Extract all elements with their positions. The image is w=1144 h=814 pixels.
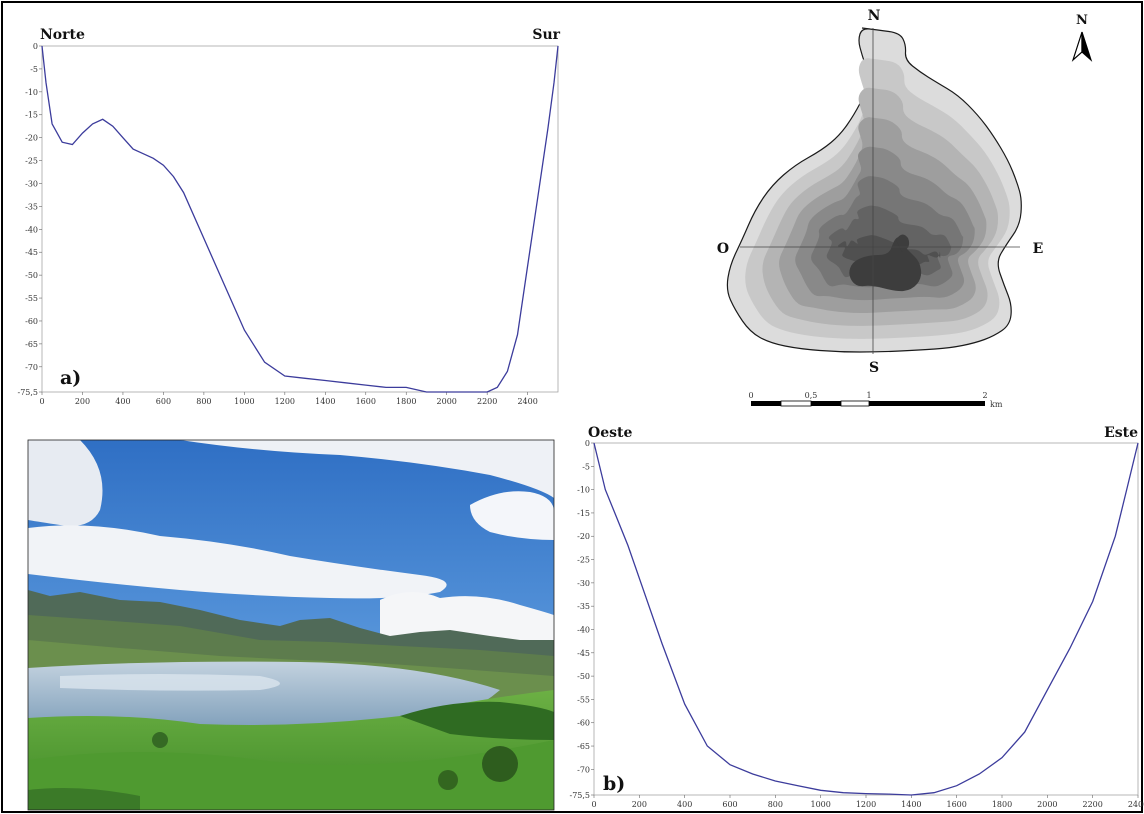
y-tick-label: -40 [577,625,590,634]
x-tick-label: 1400 [315,397,335,406]
y-tick-label: -65 [25,340,38,349]
y-tick-label: -15 [25,111,38,120]
y-tick-label: -60 [577,719,590,728]
panel-b-chart: 0 -5 -10 -15 -20 -25 -30 -35 -40 -45 -50 -55 -60 -65 -… [569,425,1144,809]
x-tick-label: 1400 [901,800,921,809]
y-tick-label: -20 [25,134,38,143]
y-tick-label: -75,5 [17,388,38,397]
scale-label-0-5: 0,5 [805,391,818,400]
panel-b-direction-end: Este [1104,425,1138,441]
lake-landscape-photo [28,440,554,810]
y-tick-label: -20 [577,532,590,541]
x-tick-label: 1200 [856,800,876,809]
panel-b-x-ticks: 0 200 400 600 800 1000 1200 1400 1600 1800 2000 220… [591,795,1144,809]
panel-b-direction-start: Oeste [588,425,632,441]
y-tick-label: -10 [25,88,38,97]
y-tick-label: 0 [585,439,590,448]
y-tick-label: -70 [25,363,38,372]
panel-b-depth-profile-line [593,442,1139,796]
y-tick-label: -10 [577,486,590,495]
x-tick-label: 2200 [477,397,497,406]
panel-a-chart: 0 -5 -10 -15 -20 -25 -30 -35 -40 -45 -50 -55 -60 -65 -… [17,27,560,406]
y-tick-label: -25 [25,157,38,166]
map-north-label: N [868,8,881,24]
panel-a-direction-end: Sur [532,27,560,43]
x-tick-label: 400 [115,397,130,406]
x-tick-label: 2000 [1037,800,1057,809]
x-tick-label: 1000 [810,800,830,809]
bathymetry-contours [726,27,1022,353]
x-tick-label: 0 [591,800,596,809]
deep-spot [896,234,910,252]
map-south-label: S [869,360,879,376]
y-tick-label: -50 [577,672,590,681]
y-tick-label: -75,5 [569,791,590,800]
y-tick-label: -65 [577,742,590,751]
x-tick-label: 800 [768,800,783,809]
x-tick-label: 1800 [396,397,416,406]
y-tick-label: -5 [582,462,590,471]
north-arrow-icon: N [1071,13,1093,62]
y-tick-label: -55 [577,695,590,704]
x-tick-label: 600 [156,397,171,406]
north-arrow-label: N [1076,13,1088,28]
x-tick-label: 0 [39,397,44,406]
y-tick-label: -15 [577,509,590,518]
panel-a-y-ticks: 0 -5 -10 -15 -20 -25 -30 -35 -40 -45 -50 -55 -60 -65 -… [17,42,42,397]
panel-b-label: b) [603,773,625,795]
y-tick-label: -30 [25,179,38,188]
y-tick-label: -70 [577,765,590,774]
panel-b-y-ticks: 0 -5 -10 -15 -20 -25 -30 -35 -40 -45 -50 -55 -60 -65 -… [569,439,594,800]
x-tick-label: 2400 [517,397,537,406]
x-tick-label: 1000 [234,397,254,406]
panel-a-plot-area [41,45,559,393]
x-tick-label: 2200 [1082,800,1102,809]
scale-label-2: 2 [982,391,987,400]
x-tick-label: 200 [632,800,647,809]
panel-a-depth-profile-line [41,45,559,393]
x-tick-label: 1600 [946,800,966,809]
y-tick-label: -35 [577,602,590,611]
map-scale-bar: 0 0,5 1 2 km [748,391,1002,409]
y-tick-label: -30 [577,579,590,588]
scale-label-1: 1 [866,391,871,400]
y-tick-label: -55 [25,294,38,303]
y-tick-label: -25 [577,556,590,565]
x-tick-label: 1800 [992,800,1012,809]
map-west-label: O [717,241,729,257]
panel-a-direction-start: Norte [40,27,85,43]
y-tick-label: -5 [30,65,38,74]
x-tick-label: 1200 [275,397,295,406]
y-tick-label: 0 [33,42,38,51]
scale-label-0: 0 [748,391,753,400]
x-tick-label: 2000 [437,397,457,406]
map-east-label: E [1033,241,1044,257]
x-tick-label: 2400 [1128,800,1144,809]
scale-unit: km [990,400,1003,409]
x-tick-label: 400 [677,800,692,809]
y-tick-label: -40 [25,225,38,234]
y-tick-label: -60 [25,317,38,326]
x-tick-label: 600 [722,800,737,809]
x-tick-label: 1600 [356,397,376,406]
x-tick-label: 200 [75,397,90,406]
x-tick-label: 800 [196,397,211,406]
lake-bathymetry-map: N S O E N 0 0,5 1 2 km [717,8,1093,409]
panel-b-plot-area [593,442,1139,796]
panel-a-x-ticks: 0 200 400 600 800 1000 1200 1400 1600 1800 2000 220… [39,392,538,406]
y-tick-label: -50 [25,271,38,280]
y-tick-label: -45 [25,248,38,257]
y-tick-label: -35 [25,202,38,211]
panel-a-label: a) [60,367,81,389]
y-tick-label: -45 [577,649,590,658]
